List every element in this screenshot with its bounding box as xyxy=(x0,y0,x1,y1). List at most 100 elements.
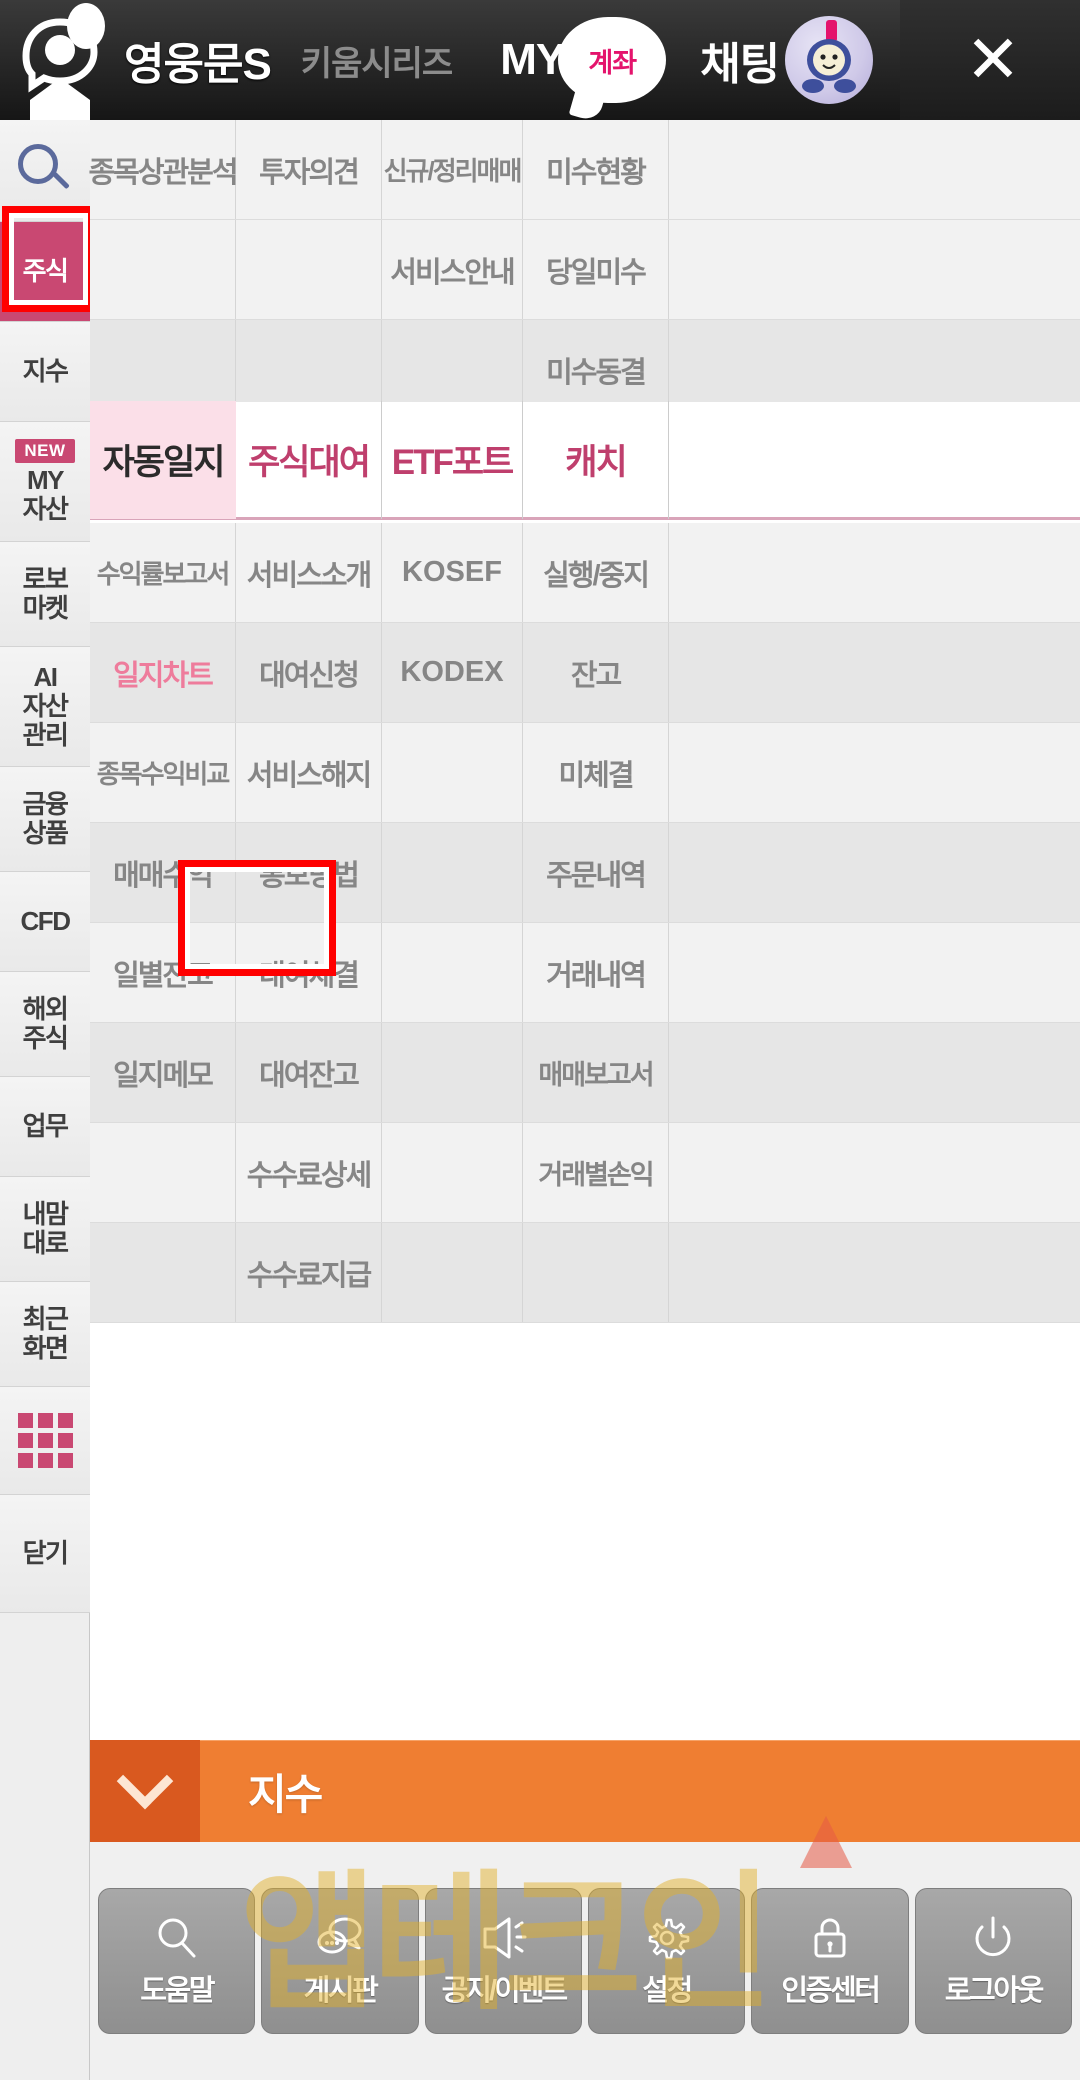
menu-cell[interactable]: 당일미수 xyxy=(523,220,669,319)
sidebar-item-label: 닫기 xyxy=(22,1537,69,1568)
help-button[interactable]: 도움말 xyxy=(98,1888,256,2034)
top-bar: 영웅문S 키움시리즈 MY 계좌 채팅 ✕ xyxy=(0,0,1080,120)
board-button[interactable]: 게시판 xyxy=(261,1888,419,2034)
tab-etf-port[interactable]: ETF포트 xyxy=(382,400,523,519)
menu-cell-empty xyxy=(90,1223,236,1322)
settings-button[interactable]: 설정 xyxy=(587,1888,746,2034)
table-row: 일별잔고 대여체결 거래내역 xyxy=(90,923,1080,1023)
sidebar-item-finance-products[interactable]: 금융 상품 xyxy=(0,767,90,872)
sidebar-item-stock[interactable]: 주식 xyxy=(0,222,90,322)
series-label: 키움시리즈 xyxy=(300,44,453,83)
sidebar-item-index[interactable]: 지수 xyxy=(0,322,90,422)
menu-cell-daily-balance[interactable]: 일별잔고 xyxy=(90,923,236,1022)
sidebar-item-overseas-stock[interactable]: 해외 주식 xyxy=(0,972,90,1077)
tab-stock-lending[interactable]: 주식대여 xyxy=(236,400,382,519)
sidebar-item-custom[interactable]: 내맘 대로 xyxy=(0,1177,90,1282)
sidebar-item-cfd[interactable]: CFD xyxy=(0,872,90,972)
sidebar-item-ai-assets[interactable]: AI 자산 관리 xyxy=(0,647,90,767)
sidebar-item-label: 내맘 대로 xyxy=(22,1198,69,1258)
menu-cell-empty xyxy=(382,1123,523,1222)
logout-button[interactable]: 로그아웃 xyxy=(914,1888,1072,2034)
menu-cell-journal-memo[interactable]: 일지메모 xyxy=(90,1023,236,1122)
menu-cell-empty xyxy=(236,320,382,420)
table-row: 일지메모 대여잔고 매매보고서 xyxy=(90,1023,1080,1123)
menu-cell-service-cancel[interactable]: 서비스해지 xyxy=(236,723,382,822)
menu-cell[interactable]: 투자의견 xyxy=(236,120,382,219)
tab-auto-journal[interactable]: 자동일지 xyxy=(90,400,236,519)
index-collapse-bar[interactable]: 지수 xyxy=(90,1740,1080,1842)
menu-cell[interactable]: 서비스안내 xyxy=(382,220,523,319)
sidebar: 주식 지수 NEW MY 자산 로보 마켓 AI 자산 관리 금융 상품 CFD 해외 주식… xyxy=(0,120,90,2080)
menu-cell-trade-report[interactable]: 매매보고서 xyxy=(523,1023,669,1122)
menu-cell[interactable]: 미수동결 xyxy=(523,320,669,420)
menu-cell-empty xyxy=(382,923,523,1022)
menu-cell-stock-profit-compare[interactable]: 종목수익비교 xyxy=(90,723,236,822)
menu-cell-fee-payment[interactable]: 수수료지급 xyxy=(236,1223,382,1322)
menu-cell-profit-report[interactable]: 수익률보고서 xyxy=(90,523,236,622)
menu-cell-unfilled[interactable]: 미체결 xyxy=(523,723,669,822)
sidebar-item-label: 최근 화면 xyxy=(22,1303,69,1363)
my-label: MY xyxy=(500,35,565,84)
menu-cell-empty xyxy=(382,320,523,420)
menu-cell-empty xyxy=(669,1223,934,1322)
menu-cell-journal-chart[interactable]: 일지차트 xyxy=(90,623,236,722)
my-account-button[interactable]: MY 계좌 xyxy=(500,17,667,103)
sidebar-item-robo-market[interactable]: 로보 마켓 xyxy=(0,542,90,647)
menu-cell-notify-method[interactable]: 통보방법 xyxy=(236,823,382,922)
topbar-right-shade xyxy=(900,0,1080,120)
table-row: 수수료지급 xyxy=(90,1223,1080,1323)
close-icon[interactable]: ✕ xyxy=(965,22,1021,96)
menu-cell-empty xyxy=(382,823,523,922)
table-row: 서비스안내 당일미수 xyxy=(90,220,1080,320)
menu-cell-lending-balance[interactable]: 대여잔고 xyxy=(236,1023,382,1122)
search-icon xyxy=(18,143,72,198)
cert-center-button[interactable]: 인증센터 xyxy=(751,1888,909,2034)
app-brand-title: 영웅문S xyxy=(124,40,272,89)
sidebar-item-search[interactable] xyxy=(0,120,90,222)
menu-cell-empty xyxy=(669,623,934,722)
sidebar-item-label: 로보 마켓 xyxy=(22,563,69,623)
menu-cell-empty xyxy=(382,1223,523,1322)
menu-cell-trade-history[interactable]: 거래내역 xyxy=(523,923,669,1022)
table-row: 매매수익 통보방법 주문내역 xyxy=(90,823,1080,923)
sidebar-item-label: MY 자산 xyxy=(22,464,69,525)
sidebar-item-all-menu[interactable] xyxy=(0,1387,90,1495)
menu-cell-order-history[interactable]: 주문내역 xyxy=(523,823,669,922)
tab-empty xyxy=(669,401,934,519)
menu-cell-trade-pnl[interactable]: 거래별손익 xyxy=(523,1123,669,1222)
menu-cell-kodex[interactable]: KODEX xyxy=(382,623,523,722)
chat-bubbles-icon xyxy=(314,1913,366,1963)
sidebar-item-label: 업무 xyxy=(22,1110,69,1141)
menu-cell-fee-detail[interactable]: 수수료상세 xyxy=(236,1123,382,1222)
sidebar-item-close[interactable]: 닫기 xyxy=(0,1495,90,1613)
menu-cell-balance[interactable]: 잔고 xyxy=(523,623,669,722)
menu-cell-empty xyxy=(90,320,236,420)
chat-button[interactable]: 채팅 xyxy=(700,40,780,89)
power-icon xyxy=(967,1913,1019,1963)
headset-agent-icon[interactable] xyxy=(0,0,120,120)
menu-cell-lending-filled[interactable]: 대여체결 xyxy=(236,923,382,1022)
menu-cell-empty xyxy=(669,120,934,219)
menu-cell-kosef[interactable]: KOSEF xyxy=(382,523,523,622)
button-label: 공지/이벤트 xyxy=(441,1975,568,2007)
menu-cell-empty xyxy=(523,1223,669,1322)
sidebar-item-label: AI 자산 관리 xyxy=(22,661,69,751)
menu-cell[interactable]: 종목상관분석 xyxy=(88,120,239,219)
menu-cell-empty xyxy=(90,1123,236,1222)
menu-cell-trade-profit[interactable]: 매매수익 xyxy=(90,823,236,922)
sidebar-item-recent-screens[interactable]: 최근 화면 xyxy=(0,1282,90,1387)
sidebar-item-my-assets[interactable]: NEW MY 자산 xyxy=(0,422,90,542)
sidebar-item-label: 주식 xyxy=(22,255,69,286)
sidebar-item-business[interactable]: 업무 xyxy=(0,1077,90,1177)
notice-event-button[interactable]: 공지/이벤트 xyxy=(424,1888,582,2034)
menu-cell[interactable]: 미수현황 xyxy=(523,120,669,219)
tab-catch[interactable]: 캐치 xyxy=(523,400,669,519)
new-badge: NEW xyxy=(15,438,75,463)
menu-cell-empty xyxy=(382,723,523,822)
menu-cell-service-intro[interactable]: 서비스소개 xyxy=(236,523,382,622)
chevron-down-icon[interactable] xyxy=(90,1740,200,1842)
menu-cell-lending-apply[interactable]: 대여신청 xyxy=(236,623,382,722)
menu-cell[interactable]: 신규/정리매매 xyxy=(382,120,523,219)
menu-cell-run-stop[interactable]: 실행/중지 xyxy=(523,523,669,622)
top-menu-grid: 종목상관분석 투자의견 신규/정리매매 미수현황 서비스안내 당일미수 미수동결 xyxy=(88,120,1080,420)
